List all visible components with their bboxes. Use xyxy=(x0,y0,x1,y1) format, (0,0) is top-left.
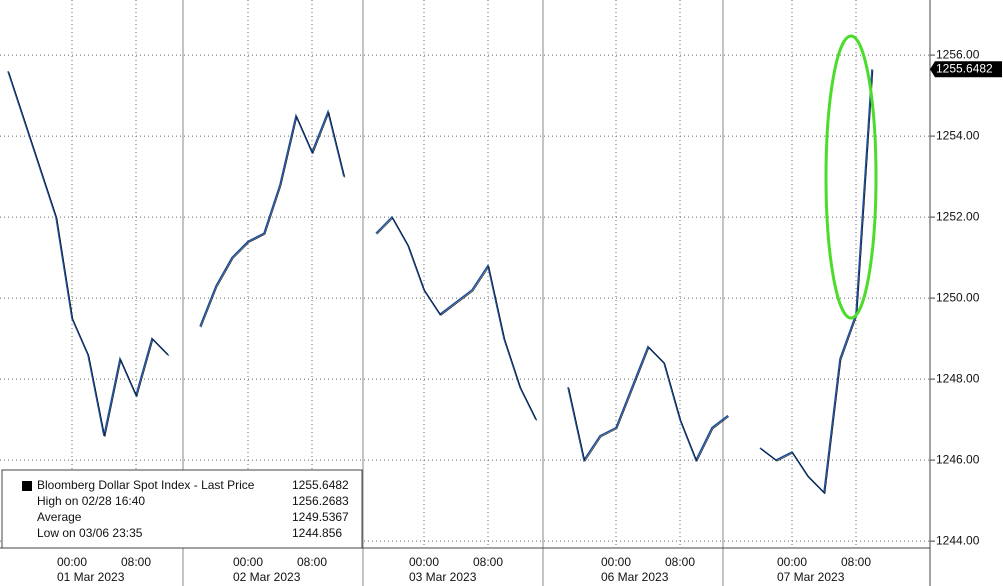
y-tick-label: 1248.00 xyxy=(936,371,980,385)
x-tick-label: 00:00 xyxy=(409,555,439,569)
last-price-label: 1255.6482 xyxy=(936,61,993,75)
x-tick-label: 00:00 xyxy=(57,555,87,569)
y-tick-label: 1244.00 xyxy=(936,533,980,547)
x-tick-label: 00:00 xyxy=(777,555,807,569)
date-label: 01 Mar 2023 xyxy=(57,570,125,584)
legend-swatch xyxy=(22,481,32,491)
y-tick-label: 1256.00 xyxy=(936,47,980,61)
legend-low-label: Low on 03/06 23:35 xyxy=(37,526,143,540)
legend-high-label: High on 02/28 16:40 xyxy=(37,494,145,508)
x-tick-label: 08:00 xyxy=(473,555,503,569)
date-label: 02 Mar 2023 xyxy=(233,570,301,584)
y-tick-label: 1252.00 xyxy=(936,209,980,223)
legend-average-label: Average xyxy=(37,510,82,524)
price-line-shadow xyxy=(8,70,874,495)
plot xyxy=(0,0,930,548)
y-tick-label: 1254.00 xyxy=(936,128,980,142)
legend-low: 1244.856 xyxy=(292,526,342,540)
y-tick-label: 1246.00 xyxy=(936,452,980,466)
y-tick-label: 1250.00 xyxy=(936,290,980,304)
date-label: 06 Mar 2023 xyxy=(601,570,669,584)
date-label: 03 Mar 2023 xyxy=(409,570,477,584)
x-tick-label: 00:00 xyxy=(601,555,631,569)
legend-average: 1249.5367 xyxy=(292,510,349,524)
legend-title: Bloomberg Dollar Spot Index - Last Price xyxy=(37,478,255,492)
legend: Bloomberg Dollar Spot Index - Last Price… xyxy=(1,469,363,549)
legend-last: 1255.6482 xyxy=(292,478,349,492)
x-tick-label: 08:00 xyxy=(841,555,871,569)
price-line xyxy=(7,69,873,495)
x-tick-label: 08:00 xyxy=(665,555,695,569)
x-tick-label: 08:00 xyxy=(297,555,327,569)
legend-high: 1256.2683 xyxy=(292,494,349,508)
x-tick-label: 08:00 xyxy=(121,555,151,569)
highlight-ellipse xyxy=(824,34,878,320)
last-price-tag xyxy=(930,61,1002,78)
x-tick-label: 00:00 xyxy=(233,555,263,569)
date-label: 07 Mar 2023 xyxy=(777,570,845,584)
legend-box xyxy=(1,469,363,549)
